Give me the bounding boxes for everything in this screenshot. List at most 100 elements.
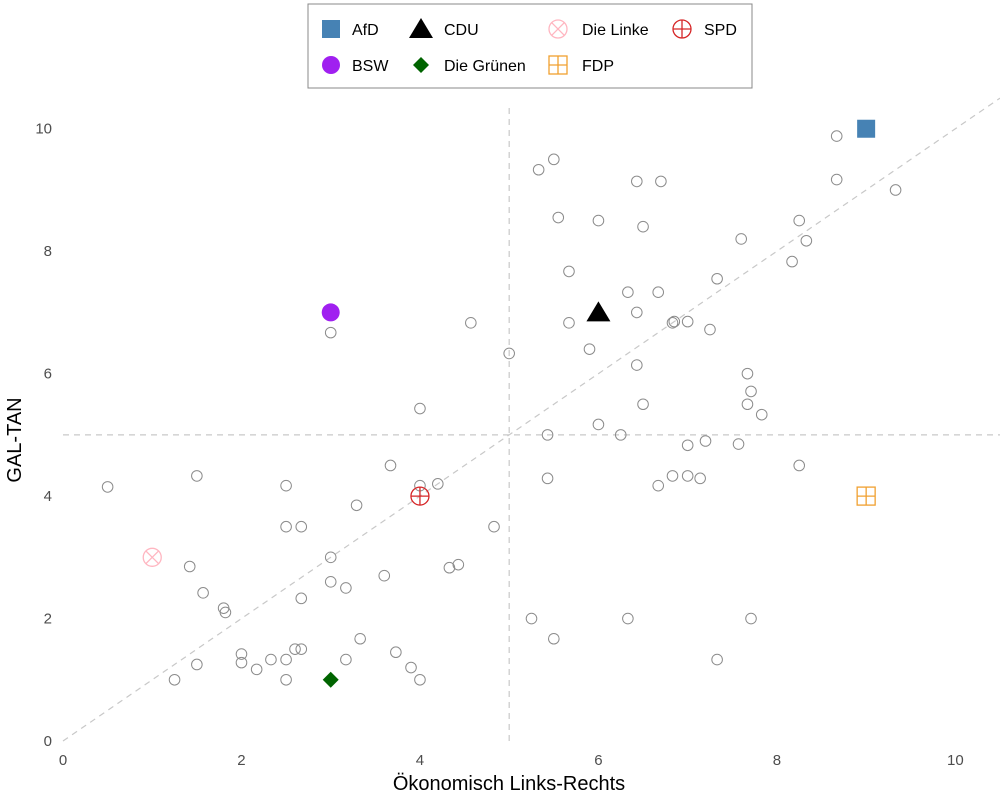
respondent-point: [488, 520, 500, 533]
respondent-point: [699, 435, 712, 447]
respondent-point: [711, 272, 723, 285]
x-axis-title: Ökonomisch Links-Rechts: [393, 773, 625, 795]
respondent-point: [741, 398, 754, 411]
legend-key: [409, 18, 433, 38]
respondent-point: [340, 582, 352, 594]
legend-label: Die Linke: [582, 22, 649, 39]
respondent-point: [548, 153, 560, 166]
respondent-point: [183, 560, 196, 573]
respondent-point: [681, 315, 694, 328]
respondent-points: [101, 130, 902, 686]
respondent-point: [324, 551, 337, 564]
respondent-point: [350, 499, 363, 512]
diagonal-reference-line: [62, 97, 1000, 742]
respondent-point: [652, 479, 665, 492]
respondent-point: [191, 470, 203, 482]
respondent-point: [390, 646, 402, 659]
respondent-point: [732, 438, 745, 450]
respondent-point: [265, 653, 277, 666]
respondent-point: [745, 385, 757, 398]
respondent-point: [592, 214, 605, 227]
respondent-point: [324, 326, 337, 339]
respondent-point: [666, 470, 679, 482]
respondent-point: [711, 653, 723, 666]
respondent-point: [452, 558, 465, 571]
respondent-point: [548, 632, 560, 645]
y-axis-title: GAL-TAN: [4, 397, 26, 482]
respondent-point: [295, 592, 308, 605]
respondent-point: [295, 643, 308, 655]
respondent-point: [668, 315, 681, 328]
party-point: [322, 671, 339, 688]
respondent-point: [414, 673, 426, 686]
respondent-point: [443, 561, 456, 574]
respondent-point: [235, 648, 248, 660]
respondent-point: [741, 367, 754, 380]
respondent-point: [378, 569, 391, 582]
legend-key: [322, 56, 340, 74]
y-axis-ticks: 0 2 4 6 8 10: [35, 121, 52, 750]
respondent-point: [614, 429, 627, 441]
party-point: [586, 301, 611, 322]
legend-key: [413, 57, 429, 73]
legend-key: [548, 19, 568, 39]
respondent-point: [622, 612, 634, 625]
y-tick-label: 6: [44, 366, 52, 383]
party-point: [321, 303, 340, 322]
respondent-point: [694, 472, 706, 485]
respondent-point: [552, 211, 565, 224]
respondent-point: [666, 317, 679, 329]
respondent-point: [235, 656, 248, 669]
x-tick-label: 8: [773, 752, 781, 769]
respondent-point: [681, 439, 694, 452]
legend-label: BSW: [352, 58, 389, 75]
respondent-point: [735, 233, 748, 245]
respondent-point: [622, 286, 634, 299]
respondent-point: [793, 459, 806, 472]
respondent-point: [280, 673, 292, 686]
legend-key: [322, 20, 340, 38]
respondent-point: [197, 587, 209, 599]
respondent-point: [414, 402, 426, 415]
respondent-point: [793, 214, 806, 227]
legend-label: AfD: [352, 22, 379, 39]
respondent-point: [324, 576, 337, 588]
reference-lines: [62, 97, 1000, 742]
party-point: [410, 486, 430, 506]
respondent-point: [681, 470, 694, 482]
x-axis-ticks: 0 2 4 6 8 10: [59, 752, 964, 769]
respondent-point: [704, 323, 716, 336]
respondent-point: [755, 408, 768, 421]
respondent-point: [405, 661, 417, 674]
respondent-point: [563, 265, 575, 278]
respondent-point: [340, 653, 352, 666]
legend-label: FDP: [582, 58, 614, 75]
respondent-point: [101, 481, 114, 493]
legend: AfD CDU Die Linke SPD BSW Die Grünen FDP: [307, 3, 753, 89]
respondent-point: [432, 478, 444, 490]
respondent-point: [637, 398, 649, 411]
respondent-point: [655, 175, 667, 188]
respondent-point: [541, 429, 554, 441]
respondent-point: [631, 175, 643, 188]
respondent-point: [168, 673, 181, 686]
y-tick-label: 8: [44, 243, 52, 260]
legend-box: [307, 3, 753, 89]
legend-key: [672, 19, 692, 39]
respondent-point: [354, 632, 366, 645]
respondent-point: [631, 359, 643, 371]
x-tick-label: 0: [59, 752, 67, 769]
respondent-point: [191, 658, 203, 671]
respondent-point: [289, 643, 301, 655]
party-point: [857, 119, 876, 138]
respondent-point: [830, 130, 843, 142]
respondent-point: [830, 173, 843, 186]
party-points: [142, 119, 876, 688]
party-point: [142, 547, 162, 567]
respondent-point: [652, 286, 665, 299]
respondent-point: [219, 606, 232, 619]
party-point: [856, 486, 876, 506]
legend-key: [548, 55, 568, 75]
respondent-point: [295, 520, 308, 533]
